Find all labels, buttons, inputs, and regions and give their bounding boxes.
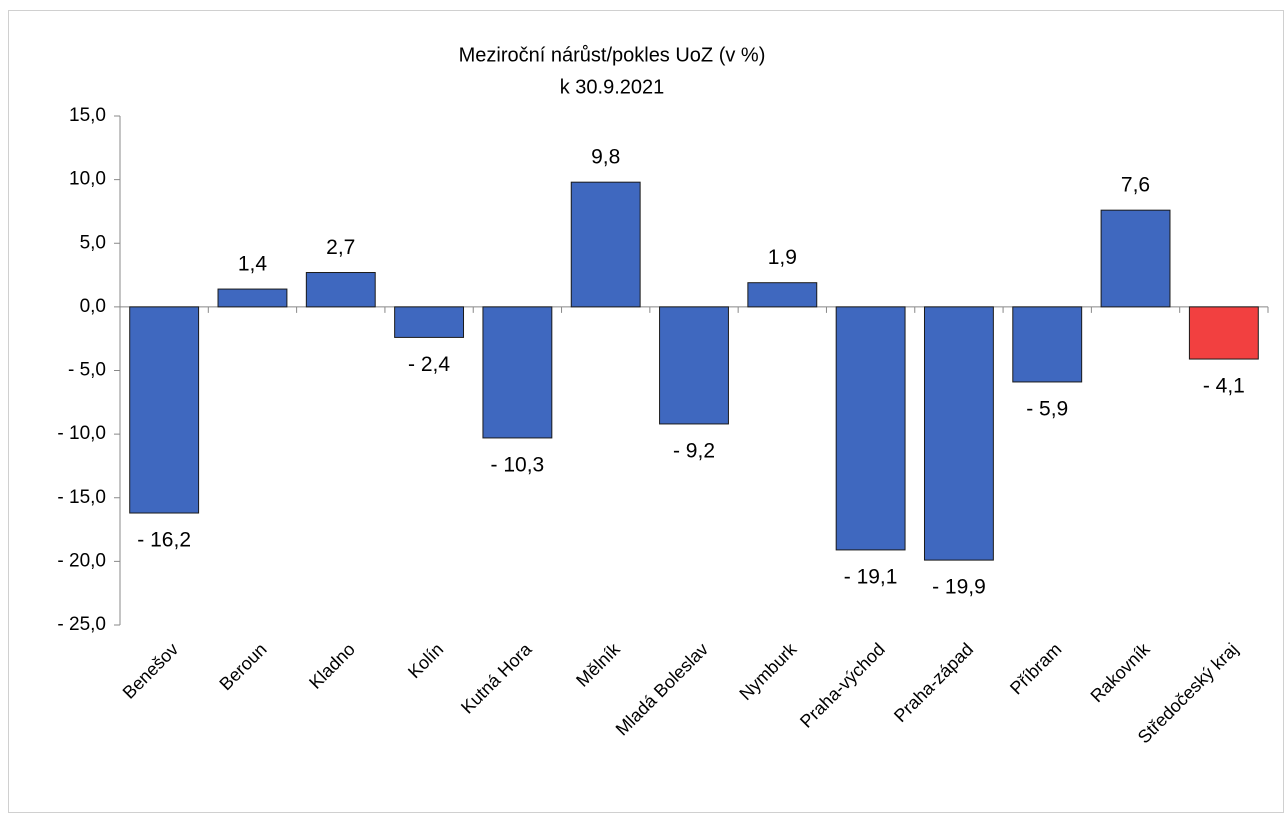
bar: [1012, 306, 1083, 383]
x-tick-label: Praha-východ: [796, 639, 889, 732]
x-tick-label: Příbram: [1006, 639, 1065, 698]
bar: [1100, 209, 1171, 308]
y-tick-label: - 5,0: [68, 360, 106, 381]
chart-title: Meziroční nárůst/pokles UoZ (v %): [459, 44, 766, 66]
chart-subtitle: k 30.9.2021: [560, 76, 665, 98]
y-tick-label: - 25,0: [57, 614, 106, 635]
x-tick-label: Kladno: [305, 639, 359, 693]
x-tick-label: Nymburk: [735, 638, 801, 704]
x-tick-label: Rakovník: [1087, 638, 1155, 706]
x-tick-label: Praha-západ: [890, 639, 977, 726]
value-label: - 9,2: [673, 439, 715, 462]
x-tick-label: Benešov: [119, 639, 183, 703]
y-tick-label: 0,0: [80, 296, 106, 317]
value-label: 7,6: [1121, 174, 1150, 197]
value-label: - 19,9: [932, 576, 986, 599]
y-tick-label: - 10,0: [57, 423, 106, 444]
bar: [659, 306, 729, 425]
value-label: 2,7: [326, 236, 355, 259]
value-label: - 10,3: [491, 453, 545, 476]
bar: [570, 181, 641, 308]
bar: [923, 306, 994, 561]
x-tick-label: Mělník: [572, 638, 624, 690]
value-label: 9,8: [591, 146, 620, 169]
chart-frame: [8, 10, 1284, 813]
bar: [482, 306, 553, 439]
y-tick-label: 10,0: [69, 169, 106, 190]
value-label: - 5,9: [1026, 397, 1068, 420]
bar: [305, 272, 376, 308]
y-tick-label: - 15,0: [57, 487, 106, 508]
x-tick-label: Mladá Boleslav: [612, 639, 712, 739]
y-tick-label: 15,0: [69, 105, 106, 126]
value-label: - 4,1: [1203, 375, 1245, 398]
value-label: - 19,1: [844, 565, 898, 588]
bar: [747, 282, 818, 308]
x-tick-label: Kutná Hora: [457, 638, 536, 717]
bar: [394, 306, 465, 338]
value-label: - 2,4: [408, 353, 450, 376]
x-tick-label: Beroun: [215, 639, 270, 694]
value-label: 1,9: [768, 246, 797, 269]
value-label: 1,4: [238, 253, 268, 276]
y-tick-label: - 20,0: [57, 550, 106, 571]
bar: [217, 288, 288, 308]
y-tick-label: 5,0: [80, 232, 106, 253]
x-tick-label: Kolín: [404, 639, 447, 682]
bar: [835, 306, 906, 551]
bar: [129, 306, 200, 514]
value-label: - 16,2: [137, 529, 191, 552]
bar: [1188, 306, 1259, 360]
